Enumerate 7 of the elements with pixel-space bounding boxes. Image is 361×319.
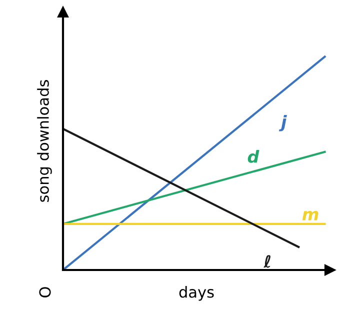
series-label: j: [278, 115, 287, 132]
series-label: ℓ: [264, 255, 270, 268]
y-axis-title: song downloads: [37, 80, 52, 202]
series-label: d: [248, 150, 260, 163]
series-label: m: [302, 210, 318, 220]
text: O: [39, 287, 51, 298]
x-axis-title: days: [179, 286, 214, 301]
